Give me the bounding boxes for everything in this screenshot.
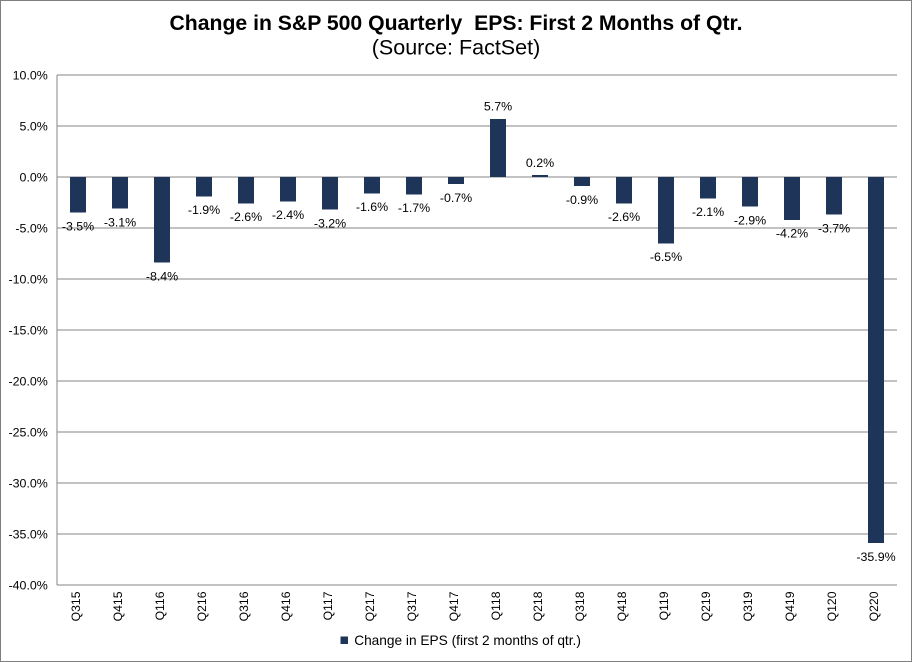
svg-text:-4.2%: -4.2% xyxy=(776,227,808,241)
svg-text:-1.6%: -1.6% xyxy=(356,200,388,214)
svg-text:Q418: Q418 xyxy=(615,591,629,621)
svg-text:-1.9%: -1.9% xyxy=(188,203,220,217)
svg-text:-35.9%: -35.9% xyxy=(856,550,895,564)
svg-text:Q119: Q119 xyxy=(657,591,671,620)
svg-text:0.2%: 0.2% xyxy=(526,156,554,170)
svg-text:-30.0%: -30.0% xyxy=(9,477,48,491)
svg-text:Q118: Q118 xyxy=(489,591,503,620)
svg-text:-3.5%: -3.5% xyxy=(62,219,94,233)
svg-text:5.0%: 5.0% xyxy=(20,120,48,134)
svg-text:-0.9%: -0.9% xyxy=(566,193,598,207)
svg-text:Q316: Q316 xyxy=(237,591,251,621)
svg-text:Q315: Q315 xyxy=(69,591,83,621)
svg-text:Q216: Q216 xyxy=(195,591,209,621)
svg-text:-2.6%: -2.6% xyxy=(230,210,262,224)
svg-text:-15.0%: -15.0% xyxy=(9,324,48,338)
svg-text:10.0%: 10.0% xyxy=(13,69,48,83)
svg-text:-6.5%: -6.5% xyxy=(650,250,682,264)
svg-text:-10.0%: -10.0% xyxy=(9,273,48,287)
svg-text:Q415: Q415 xyxy=(111,591,125,621)
svg-text:-3.1%: -3.1% xyxy=(104,215,136,229)
svg-text:-2.9%: -2.9% xyxy=(734,213,766,227)
svg-text:-3.7%: -3.7% xyxy=(818,221,850,235)
svg-text:Q419: Q419 xyxy=(783,591,797,621)
svg-text:Q416: Q416 xyxy=(279,591,293,621)
svg-text:5.7%: 5.7% xyxy=(484,100,512,114)
svg-text:Q318: Q318 xyxy=(573,591,587,621)
svg-text:Change in S&P 500 Quarterly E: Change in S&P 500 Quarterly EPS: First 2… xyxy=(170,12,743,35)
svg-text:Q317: Q317 xyxy=(405,591,419,621)
svg-text:-25.0%: -25.0% xyxy=(9,426,48,440)
svg-text:Q220: Q220 xyxy=(867,591,881,621)
svg-text:-1.7%: -1.7% xyxy=(398,201,430,215)
svg-text:Q219: Q219 xyxy=(699,591,713,621)
svg-text:-5.0%: -5.0% xyxy=(15,222,47,236)
svg-text:(Source: FactSet): (Source: FactSet) xyxy=(372,36,540,60)
svg-text:-0.7%: -0.7% xyxy=(440,191,472,205)
svg-text:-3.2%: -3.2% xyxy=(314,216,346,230)
svg-text:-35.0%: -35.0% xyxy=(9,528,48,542)
svg-text:-2.6%: -2.6% xyxy=(608,210,640,224)
svg-text:Q116: Q116 xyxy=(153,591,167,620)
svg-text:-2.1%: -2.1% xyxy=(692,205,724,219)
svg-text:Q117: Q117 xyxy=(321,591,335,620)
svg-text:Q120: Q120 xyxy=(825,591,839,621)
svg-text:Q319: Q319 xyxy=(741,591,755,621)
svg-text:-2.4%: -2.4% xyxy=(272,208,304,222)
svg-text:Q217: Q217 xyxy=(363,591,377,621)
svg-text:-20.0%: -20.0% xyxy=(9,375,48,389)
svg-text:-8.4%: -8.4% xyxy=(146,269,178,283)
svg-text:Change in EPS (first 2 months: Change in EPS (first 2 months of qtr.) xyxy=(354,633,581,648)
svg-text:Q417: Q417 xyxy=(447,591,461,621)
svg-text:0.0%: 0.0% xyxy=(20,171,48,185)
svg-text:-40.0%: -40.0% xyxy=(9,579,48,593)
svg-text:Q218: Q218 xyxy=(531,591,545,621)
